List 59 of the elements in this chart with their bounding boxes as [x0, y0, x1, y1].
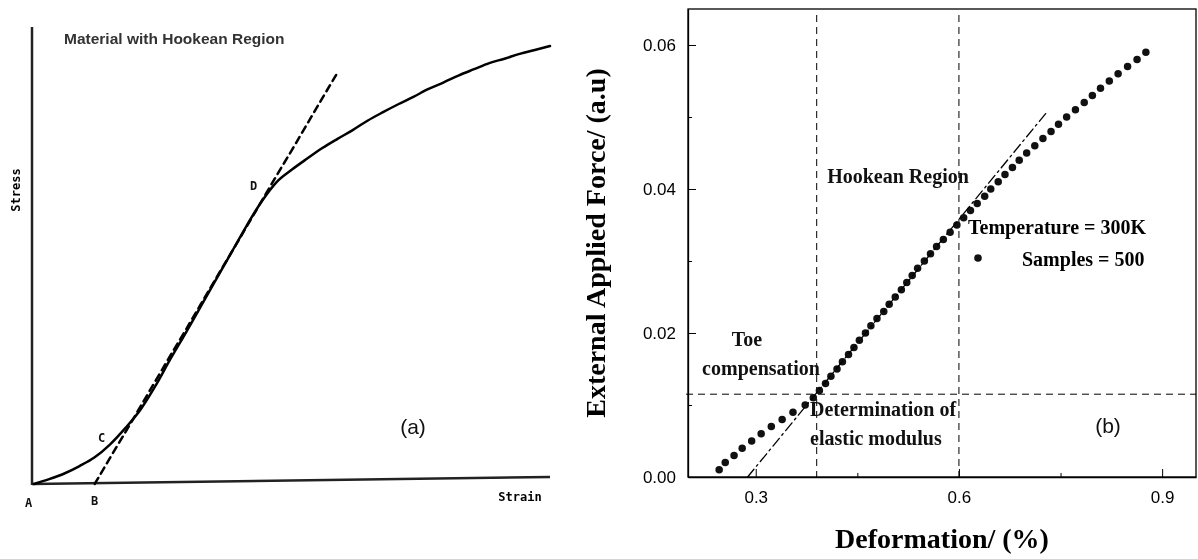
point: [730, 451, 738, 460]
point: [1133, 55, 1141, 64]
legend-title: Temperature = 300K: [968, 216, 1147, 239]
y-tick-label: 0.06: [642, 35, 676, 55]
point: [1015, 156, 1023, 164]
point: [801, 401, 809, 409]
x-axis-title: Deformation/ (%): [835, 523, 1049, 554]
point: [715, 466, 723, 474]
point: [966, 206, 975, 215]
point: [1088, 91, 1097, 100]
point: [1022, 149, 1031, 157]
annotation: Determination of elastic modulus: [810, 398, 957, 449]
point: [1047, 127, 1055, 136]
point: [959, 214, 968, 222]
point: [1001, 170, 1009, 179]
annotation: (a): [400, 415, 426, 438]
point: [1114, 70, 1122, 78]
y-axis-title: External Applied Force/ (a.u): [580, 68, 611, 418]
annotation: Hookean Region: [827, 165, 969, 188]
annotation: (b): [1095, 414, 1121, 437]
x-tick-label: 0.9: [1150, 488, 1175, 508]
point: [1039, 134, 1047, 143]
x-tick-label: 0.6: [947, 488, 972, 508]
point: [1071, 106, 1080, 114]
point: [987, 185, 995, 193]
text: B: [91, 494, 99, 508]
point: [1123, 62, 1132, 71]
y-tick-label: 0.00: [642, 467, 676, 487]
x-tick-label: 0.3: [744, 488, 769, 508]
point: [747, 437, 756, 445]
text: A: [25, 496, 33, 510]
point: [833, 365, 841, 373]
point: [1054, 120, 1063, 128]
point: [778, 415, 786, 424]
point: [946, 228, 954, 236]
y-axis-title: Stress: [9, 168, 23, 212]
point: [1105, 77, 1114, 85]
y-tick-label: 0.02: [642, 323, 676, 343]
point: [721, 458, 729, 467]
annotation: C: [98, 431, 106, 445]
point: [757, 430, 765, 438]
point: [1031, 142, 1039, 150]
point: [1080, 98, 1088, 107]
point: [767, 422, 776, 431]
point: [738, 444, 746, 452]
point: [1062, 113, 1071, 121]
point: [980, 192, 989, 200]
annotation: Toe compensation: [702, 328, 820, 380]
point: [1142, 48, 1150, 56]
point: [973, 199, 981, 208]
annotation: D: [250, 179, 258, 193]
x-axis-title: Strain: [498, 490, 542, 504]
point: [789, 408, 797, 416]
chart-title: Material with Hookean Region: [64, 30, 285, 47]
point: [1008, 163, 1017, 172]
y-tick-label: 0.04: [642, 179, 676, 199]
point: [994, 178, 1002, 186]
legend-label: Samples = 500: [1022, 248, 1145, 271]
point: [1096, 84, 1105, 92]
